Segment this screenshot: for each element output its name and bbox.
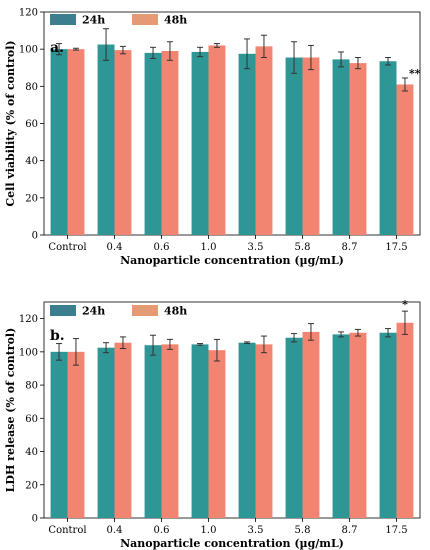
y-tick-label: 40 bbox=[25, 447, 38, 458]
bar-24h-0.4 bbox=[98, 348, 115, 518]
legend-swatch-48h bbox=[132, 305, 158, 316]
bar-48h-3.5 bbox=[256, 46, 273, 235]
y-tick-label: 0 bbox=[32, 231, 38, 242]
x-axis-label: Nanoparticle concentration (µg/mL) bbox=[120, 254, 344, 267]
x-tick-label: 0.6 bbox=[154, 525, 170, 536]
bar-24h-0.4 bbox=[98, 45, 115, 235]
x-tick-label: Control bbox=[48, 242, 86, 253]
y-tick-label: 20 bbox=[25, 480, 38, 491]
y-tick-label: 0 bbox=[32, 514, 38, 525]
bar-24h-0.6 bbox=[145, 53, 162, 235]
bar-48h-3.5 bbox=[256, 344, 273, 518]
legend-label: 24h bbox=[82, 305, 105, 318]
significance-marker: ** bbox=[409, 67, 421, 80]
bar-48h-0.6 bbox=[162, 51, 179, 235]
bar-24h-Control bbox=[51, 49, 68, 235]
y-tick-label: 120 bbox=[19, 8, 38, 19]
legend-swatch-48h bbox=[132, 14, 158, 25]
y-tick-label: 80 bbox=[25, 82, 38, 93]
bar-48h-8.7 bbox=[350, 63, 367, 235]
panel-label: b. bbox=[50, 328, 65, 344]
bar-24h-3.5 bbox=[239, 54, 256, 235]
x-tick-label: Control bbox=[48, 525, 86, 536]
y-tick-label: 20 bbox=[25, 193, 38, 204]
y-axis-label: Cell viability (% of control) bbox=[4, 40, 17, 206]
bar-48h-8.7 bbox=[350, 333, 367, 518]
x-tick-label: 0.6 bbox=[154, 242, 170, 253]
y-tick-label: 60 bbox=[25, 414, 38, 425]
bar-48h-0.6 bbox=[162, 344, 179, 518]
x-tick-label: 8.7 bbox=[342, 242, 358, 253]
bar-48h-5.8 bbox=[303, 332, 320, 518]
bar-48h-Control bbox=[68, 49, 85, 235]
x-tick-label: 3.5 bbox=[248, 525, 264, 536]
bar-24h-3.5 bbox=[239, 343, 256, 518]
x-tick-label: 17.5 bbox=[385, 525, 407, 536]
bar-24h-0.6 bbox=[145, 345, 162, 518]
x-tick-label: 17.5 bbox=[385, 242, 407, 253]
legend-label: 48h bbox=[164, 14, 187, 27]
bar-24h-1.0 bbox=[192, 52, 209, 235]
bar-48h-1.0 bbox=[209, 350, 226, 518]
y-tick-label: 120 bbox=[19, 314, 38, 325]
legend-label: 48h bbox=[164, 305, 187, 318]
x-tick-label: 0.4 bbox=[107, 525, 123, 536]
bar-24h-17.5 bbox=[380, 333, 397, 518]
bar-24h-5.8 bbox=[286, 338, 303, 518]
x-tick-label: 5.8 bbox=[295, 525, 311, 536]
significance-marker: * bbox=[402, 298, 408, 311]
x-tick-label: 1.0 bbox=[201, 242, 217, 253]
chart-panel-b: 0 20 40 60 80 100 120 Control 0.4 0.6 1.0 3.5 5.8 8.7… bbox=[4, 298, 420, 550]
bar-48h-0.4 bbox=[115, 343, 132, 518]
bar-48h-0.4 bbox=[115, 50, 132, 235]
chart-panel-a: 0 20 40 60 80 100 120 Control 0.4 0.6 1.0 3.5 5.8 8.7… bbox=[4, 8, 421, 268]
panel-label: a. bbox=[50, 40, 64, 56]
y-tick-label: 80 bbox=[25, 381, 38, 392]
bar-48h-17.5 bbox=[397, 323, 414, 518]
x-tick-label: 0.4 bbox=[107, 242, 123, 253]
x-tick-label: 1.0 bbox=[201, 525, 217, 536]
legend-label: 24h bbox=[82, 14, 105, 27]
bar-24h-1.0 bbox=[192, 344, 209, 518]
bar-24h-17.5 bbox=[380, 61, 397, 235]
x-tick-label: 8.7 bbox=[342, 525, 358, 536]
bar-48h-17.5 bbox=[397, 84, 414, 235]
bar-24h-8.7 bbox=[333, 334, 350, 518]
bar-48h-Control bbox=[68, 352, 85, 518]
x-axis-label: Nanoparticle concentration (µg/mL) bbox=[120, 537, 344, 550]
y-tick-label: 100 bbox=[19, 45, 38, 56]
legend-swatch-24h bbox=[50, 14, 76, 25]
x-tick-label: 5.8 bbox=[295, 242, 311, 253]
bar-24h-8.7 bbox=[333, 59, 350, 235]
bar-24h-Control bbox=[51, 352, 68, 518]
bar-24h-5.8 bbox=[286, 58, 303, 235]
legend-swatch-24h bbox=[50, 305, 76, 316]
bar-48h-1.0 bbox=[209, 45, 226, 235]
bar-48h-5.8 bbox=[303, 58, 320, 235]
y-tick-label: 60 bbox=[25, 119, 38, 130]
y-tick-label: 40 bbox=[25, 156, 38, 167]
y-tick-label: 100 bbox=[19, 347, 38, 358]
x-tick-label: 3.5 bbox=[248, 242, 264, 253]
y-axis-label: LDH release (% of control) bbox=[4, 328, 17, 493]
